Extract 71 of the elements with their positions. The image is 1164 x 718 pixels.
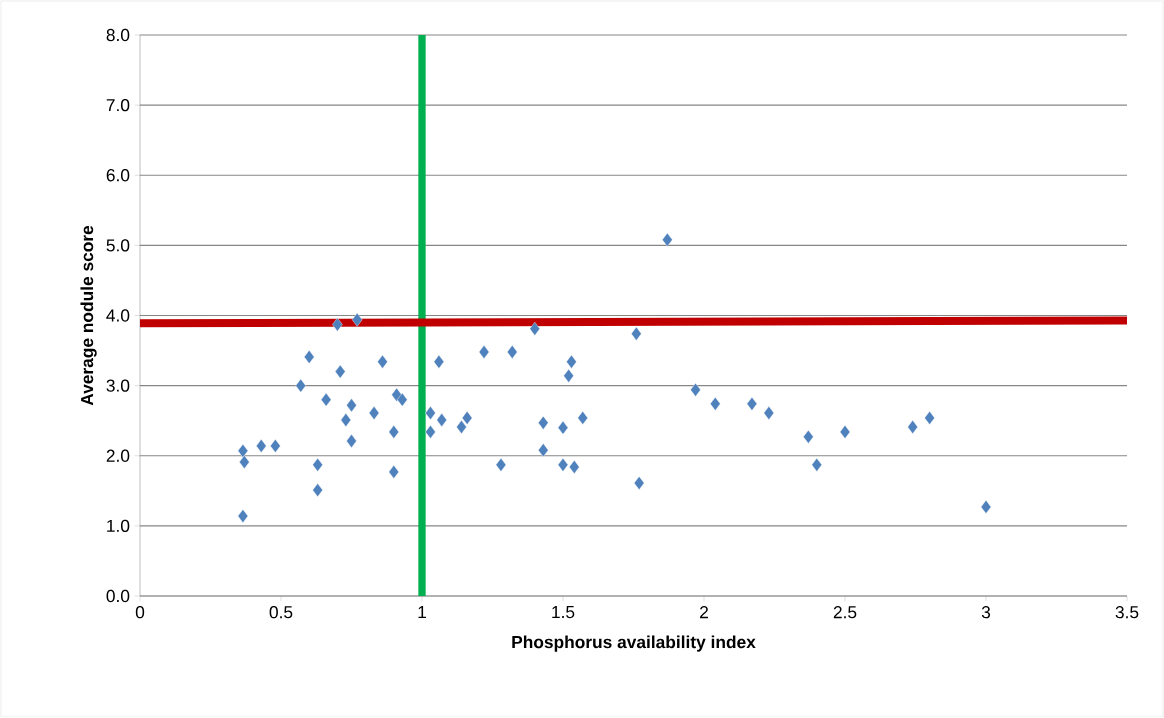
point: [529, 321, 540, 336]
point: [478, 345, 490, 359]
point: [312, 458, 323, 472]
point: [631, 326, 642, 341]
point: [335, 364, 346, 379]
point: [557, 420, 569, 435]
x-tick-label: 0: [135, 606, 145, 619]
point: [304, 350, 315, 364]
point: [346, 398, 357, 413]
y-tick-label: 8.0: [106, 28, 130, 42]
point: [239, 455, 250, 469]
point: [456, 420, 467, 434]
x-tick-label: 2: [700, 606, 708, 619]
point: [397, 392, 408, 407]
point: [461, 411, 473, 425]
point: [710, 397, 721, 411]
point: [332, 317, 343, 332]
point: [368, 406, 380, 420]
point: [569, 460, 580, 474]
point: [425, 425, 436, 439]
y-tick-label: 5.0: [106, 239, 130, 252]
x-tick-label: 0.5: [269, 606, 293, 619]
point: [538, 443, 549, 458]
point: [563, 368, 574, 383]
y-tick-label: 4.0: [106, 309, 130, 322]
point: [924, 411, 935, 425]
y-tick-label: 2.0: [106, 449, 130, 462]
x-axis-title: Phosphorus availability index: [512, 635, 756, 652]
point: [433, 354, 445, 369]
y-tick-label: 1.0: [107, 519, 130, 533]
x-tick-label: 2.5: [833, 606, 857, 619]
point: [907, 420, 918, 434]
point: [388, 425, 399, 439]
point: [388, 465, 399, 479]
point: [662, 232, 673, 247]
point: [980, 500, 992, 514]
point: [746, 397, 758, 411]
point: [507, 345, 518, 359]
point: [237, 509, 249, 523]
y-tick-label: 3.0: [106, 379, 130, 392]
point: [237, 443, 249, 458]
point: [839, 425, 851, 439]
point: [270, 439, 281, 453]
point: [566, 354, 577, 369]
point: [295, 378, 306, 393]
point: [690, 382, 701, 397]
y-tick-label: 6.0: [106, 169, 130, 182]
point: [633, 476, 645, 490]
y-tick-label: 7.0: [106, 98, 130, 112]
x-tick-label: 1: [418, 606, 426, 618]
point: [346, 434, 357, 448]
point: [557, 458, 569, 472]
point: [377, 354, 388, 369]
point: [312, 483, 323, 497]
point: [340, 413, 352, 427]
point: [425, 406, 436, 420]
point: [577, 411, 588, 425]
x-tick-label: 3: [981, 606, 991, 619]
y-tick-label: 0.0: [106, 589, 130, 603]
point: [351, 312, 363, 327]
point: [495, 458, 507, 472]
point: [436, 413, 447, 427]
y-axis-title: Average nodule score: [80, 225, 97, 406]
x-tick-label: 3.5: [1115, 606, 1139, 619]
point: [320, 392, 332, 407]
point: [803, 429, 814, 444]
point: [538, 415, 549, 430]
point: [256, 439, 267, 453]
point: [811, 458, 822, 472]
x-tick-label: 1.5: [552, 606, 575, 619]
point: [763, 406, 775, 420]
